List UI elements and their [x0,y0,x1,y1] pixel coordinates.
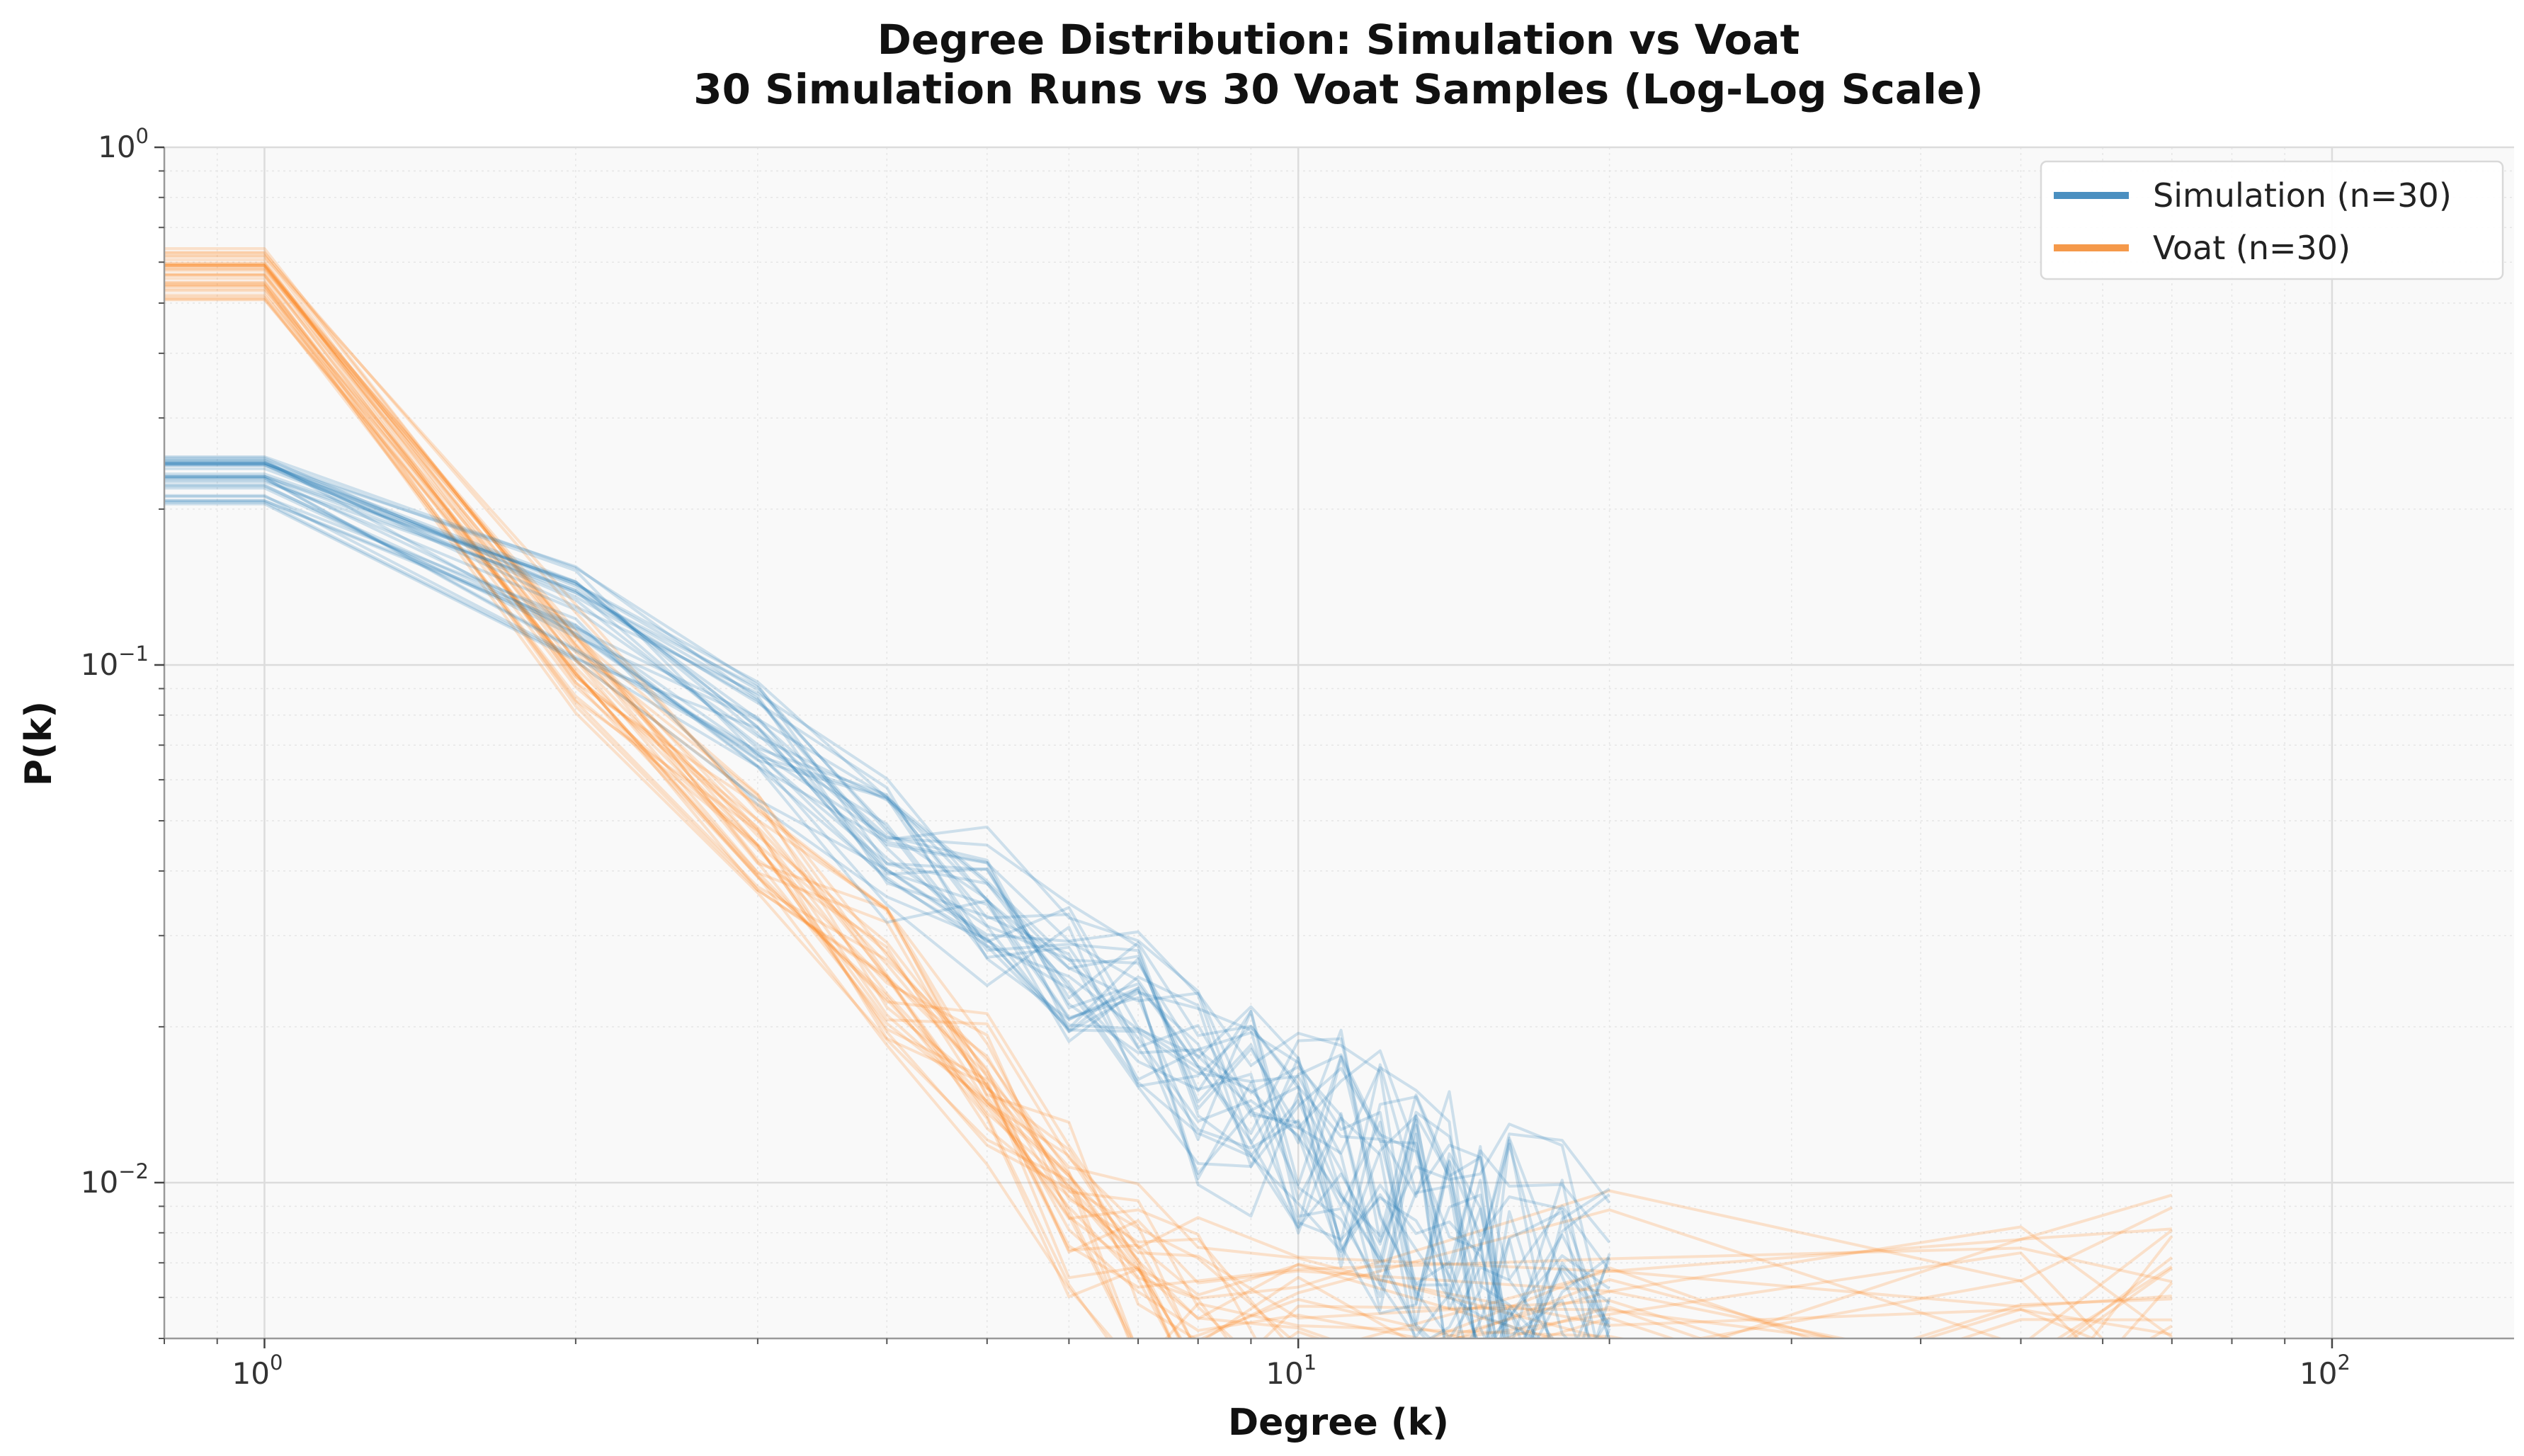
ticks-layer: 100 101 102 100 10−1 10−2 [81,124,2350,1391]
run-line [164,281,2173,1338]
y-tick-label: 100 [98,124,149,164]
run-line [164,251,2173,1300]
run-line [164,283,1814,1338]
run-line [164,277,1677,1338]
legend-label-simulation: Simulation (n=30) [2153,176,2452,215]
run-line [164,462,1610,1338]
run-line [164,262,2173,1338]
run-line [164,298,1183,1338]
run-line [164,261,1705,1338]
run-line [164,464,1592,1338]
grid-major [164,146,2514,1338]
run-line [164,255,2173,1289]
run-line [164,462,1542,1338]
x-axis-label: Degree (k) [1228,1401,1449,1444]
legend-box [2040,160,2504,280]
x-tick-label: 101 [1266,1350,1317,1391]
run-line [164,297,1110,1338]
run-line [164,461,1611,1251]
run-line [164,295,2173,1338]
run-line [164,289,1471,1338]
run-line [164,501,1611,1338]
run-line [164,272,2172,1338]
run-line [164,499,1529,1338]
run-line [164,484,1610,1338]
legend: Simulation (n=30) Voat (n=30) [2040,160,2504,280]
run-line [164,463,1510,1338]
legend-label-voat: Voat (n=30) [2153,229,2350,267]
run-line [164,263,2173,1338]
chart-subtitle: 30 Simulation Runs vs 30 Voat Samples (L… [693,65,1983,113]
run-line [164,258,2104,1338]
run-line [164,462,1610,1338]
run-line [164,495,1611,1338]
run-line [164,494,1611,1338]
y-tick-label: 10−1 [81,642,149,682]
chart-title: Degree Distribution: Simulation vs Voat [877,16,1800,64]
run-line [164,273,1293,1338]
run-line [164,474,1611,1338]
run-line [164,288,2097,1338]
run-line [164,477,1591,1338]
run-line [164,483,1611,1269]
run-line [164,467,1611,1338]
run-line [164,456,1611,1338]
series-layer [164,247,2173,1338]
y-axis-label: P(k) [18,701,60,786]
run-line [164,280,1628,1338]
run-line [164,463,1611,1281]
run-line [164,263,2173,1338]
run-line [164,475,1554,1338]
run-line [164,273,2173,1338]
x-tick-label: 102 [2300,1350,2350,1391]
run-line [164,502,1497,1338]
run-line [164,263,2173,1336]
run-line [164,460,1579,1338]
run-line [164,284,2172,1338]
y-tick-label: 10−2 [81,1159,149,1200]
run-line [164,487,1597,1338]
run-line [164,266,1257,1338]
plot-area [164,147,2514,1338]
run-line [164,499,1610,1319]
run-line [164,458,1611,1338]
run-line [164,472,1487,1338]
grid-minor [164,147,2514,1339]
run-line [164,455,1610,1338]
run-line [164,268,2081,1338]
run-line [164,254,2173,1273]
run-line [164,478,1610,1338]
run-line [164,267,2173,1338]
run-line [164,251,2172,1338]
run-line [164,247,2173,1338]
run-line [164,284,1229,1338]
run-line [164,293,2172,1338]
run-line [164,458,1611,1338]
run-line [164,476,1611,1338]
run-line [164,480,1569,1338]
x-tick-label: 100 [232,1350,283,1391]
run-line [164,474,1538,1338]
run-line [164,264,1837,1338]
